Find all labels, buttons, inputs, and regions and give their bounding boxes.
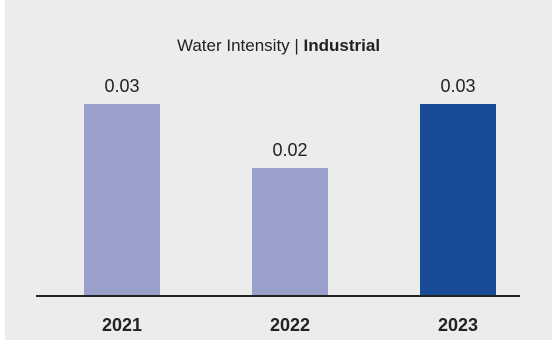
bar-2022	[252, 168, 328, 296]
bar-2021	[84, 104, 160, 296]
value-label-2023: 0.03	[440, 76, 475, 96]
chart-title: Water Intensity | Industrial	[5, 36, 552, 56]
category-label-2021: 2021	[102, 315, 142, 335]
bar-2023	[420, 104, 496, 296]
value-label-2022: 0.02	[272, 140, 307, 160]
value-label-2021: 0.03	[104, 76, 139, 96]
category-label-2023: 2023	[438, 315, 478, 335]
chart-title-prefix: Water Intensity |	[176, 36, 304, 55]
category-label-2022: 2022	[270, 315, 310, 335]
chart-title-bold: Industrial	[303, 36, 381, 55]
